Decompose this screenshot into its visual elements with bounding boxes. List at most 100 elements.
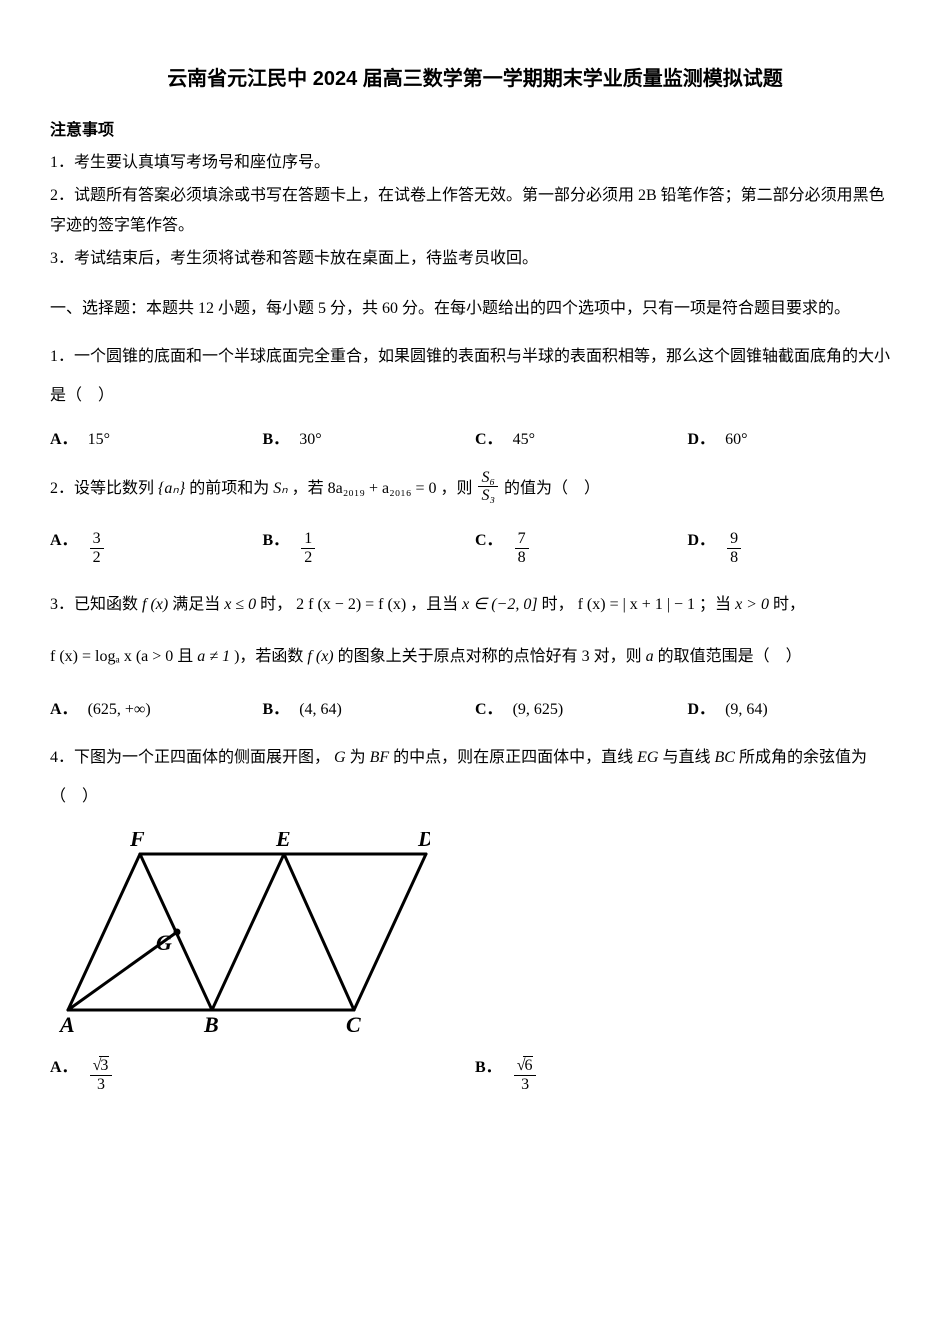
text-fragment: ，若: [292, 480, 328, 497]
option-value: (4, 64): [299, 695, 342, 725]
text-fragment: 与直线: [662, 749, 714, 766]
text-fragment: 3．已知函数: [50, 596, 142, 613]
option-label: D．: [688, 526, 716, 556]
fraction-den: 3: [514, 1076, 537, 1094]
math-eq: 2 f (x − 2) = f (x): [296, 596, 406, 613]
fraction: 3 3: [90, 1057, 113, 1093]
notice-item: 2．试题所有答案必须填涂或书写在答题卡上，在试卷上作答无效。第一部分必须用 2B…: [50, 181, 900, 242]
option-c: C． 7 8: [475, 526, 688, 568]
math-var: EG: [637, 749, 658, 766]
option-b: B． 1 2: [263, 526, 476, 568]
question-text: 2．设等比数列 {aₙ} 的前项和为 Sₙ ，若 8a₂₀₁₉ + a₂₀₁₆ …: [50, 470, 900, 508]
options-row: A． (625, +∞) B． (4, 64) C． (9, 625) D． (…: [50, 695, 900, 725]
option-label: C．: [475, 425, 503, 455]
notice-item: 3．考试结束后，考生须将试卷和答题卡放在桌面上，待监考员收回。: [50, 244, 900, 274]
section-1-heading: 一、选择题：本题共 12 小题，每小题 5 分，共 60 分。在每小题给出的四个…: [50, 294, 900, 324]
question-text: 1．一个圆锥的底面和一个半球底面完全重合，如果圆锥的表面积与半球的表面积相等，那…: [50, 338, 900, 415]
svg-text:D: D: [417, 832, 430, 851]
option-value: (9, 625): [513, 695, 564, 725]
option-d: D． (9, 64): [688, 695, 901, 725]
option-value: 15°: [88, 425, 110, 455]
option-a: A． 15°: [50, 425, 263, 455]
svg-text:A: A: [58, 1012, 75, 1032]
option-label: B．: [475, 1053, 502, 1083]
text-fragment: 时，: [260, 596, 292, 613]
math-cond: x ≤ 0: [224, 596, 256, 613]
option-value: (9, 64): [725, 695, 768, 725]
question-1: 1．一个圆锥的底面和一个半球底面完全重合，如果圆锥的表面积与半球的表面积相等，那…: [50, 338, 900, 455]
text-fragment: ，则: [440, 480, 476, 497]
notice-heading: 注意事项: [50, 116, 900, 146]
fraction: 9 8: [727, 530, 741, 566]
fraction-num: 6: [514, 1057, 537, 1076]
text-fragment: 且: [177, 648, 197, 665]
fraction-den: 2: [301, 549, 315, 567]
text-fragment: ，且当: [410, 596, 462, 613]
option-b: B． 30°: [263, 425, 476, 455]
option-label: B．: [263, 526, 290, 556]
fraction-num: 9: [727, 530, 741, 549]
page-title: 云南省元江民中 2024 届高三数学第一学期期末学业质量监测模拟试题: [50, 60, 900, 98]
diagram-svg: FEDGABC: [50, 832, 430, 1032]
text-fragment: 满足当: [172, 596, 224, 613]
option-c: C． 45°: [475, 425, 688, 455]
option-b: B． 6 3: [475, 1053, 900, 1095]
option-label: D．: [688, 695, 716, 725]
text-fragment: )，若函数: [234, 648, 307, 665]
option-value: 45°: [513, 425, 535, 455]
option-label: D．: [688, 425, 716, 455]
option-b: B． (4, 64): [263, 695, 476, 725]
text-fragment: 的图象上关于原点对称的点恰好有 3 对，则: [338, 648, 646, 665]
options-row: A． 3 3 B． 6 3: [50, 1053, 900, 1095]
math-eq: 8a₂₀₁₉ + a₂₀₁₆ = 0: [328, 480, 437, 497]
option-label: A．: [50, 1053, 78, 1083]
option-a: A． (625, +∞): [50, 695, 263, 725]
option-label: B．: [263, 695, 290, 725]
fraction-den: 8: [727, 549, 741, 567]
question-2: 2．设等比数列 {aₙ} 的前项和为 Sₙ ，若 8a₂₀₁₉ + a₂₀₁₆ …: [50, 470, 900, 569]
svg-text:B: B: [203, 1012, 219, 1032]
fraction: S₆ S₃: [478, 469, 498, 505]
fraction-num: 1: [301, 530, 315, 549]
option-label: C．: [475, 526, 503, 556]
option-label: C．: [475, 695, 503, 725]
math-var: BC: [715, 749, 735, 766]
math-sn: Sₙ: [273, 480, 287, 497]
question-text: 4．下图为一个正四面体的侧面展开图， G 为 BF 的中点，则在原正四面体中，直…: [50, 739, 900, 816]
tetrahedron-diagram: FEDGABC: [50, 832, 900, 1043]
fraction: 1 2: [301, 530, 315, 566]
option-label: B．: [263, 425, 290, 455]
math-var: a: [646, 648, 654, 665]
text-fragment: ；当: [699, 596, 735, 613]
option-a: A． 3 2: [50, 526, 263, 568]
math-var: G: [334, 749, 346, 766]
math-cond: x > 0: [735, 596, 769, 613]
fraction-num: 3: [90, 530, 104, 549]
text-fragment: 4．下图为一个正四面体的侧面展开图，: [50, 749, 330, 766]
math-eq: f (x) = logₐ x (a > 0: [50, 648, 173, 665]
fraction-den: S₃: [478, 487, 498, 505]
svg-text:E: E: [275, 832, 291, 851]
option-label: A．: [50, 526, 78, 556]
options-row: A． 3 2 B． 1 2 C． 7 8 D． 9 8: [50, 526, 900, 568]
text-fragment: 时，: [773, 596, 805, 613]
question-text: 3．已知函数 f (x) 满足当 x ≤ 0 时， 2 f (x − 2) = …: [50, 586, 900, 624]
svg-text:F: F: [129, 832, 145, 851]
question-4: 4．下图为一个正四面体的侧面展开图， G 为 BF 的中点，则在原正四面体中，直…: [50, 739, 900, 1095]
question-3: 3．已知函数 f (x) 满足当 x ≤ 0 时， 2 f (x − 2) = …: [50, 586, 900, 725]
options-row: A． 15° B． 30° C． 45° D． 60°: [50, 425, 900, 455]
math-cond: x ∈ (−2, 0]: [462, 596, 537, 613]
fraction-num: S₆: [478, 469, 498, 488]
math-fx: f (x): [307, 648, 333, 665]
text-fragment: 的取值范围是（ ）: [658, 648, 802, 665]
math-var: BF: [370, 749, 390, 766]
text-fragment: 的前项和为: [189, 480, 273, 497]
option-d: D． 60°: [688, 425, 901, 455]
option-value: (625, +∞): [88, 695, 151, 725]
fraction-den: 2: [90, 549, 104, 567]
math-seq: {aₙ}: [158, 480, 185, 497]
text-fragment: 为: [350, 749, 370, 766]
question-text: f (x) = logₐ x (a > 0 且 a ≠ 1 )，若函数 f (x…: [50, 638, 900, 676]
text-fragment: 的中点，则在原正四面体中，直线: [393, 749, 637, 766]
math-eq: f (x) = | x + 1 | − 1: [578, 596, 695, 613]
